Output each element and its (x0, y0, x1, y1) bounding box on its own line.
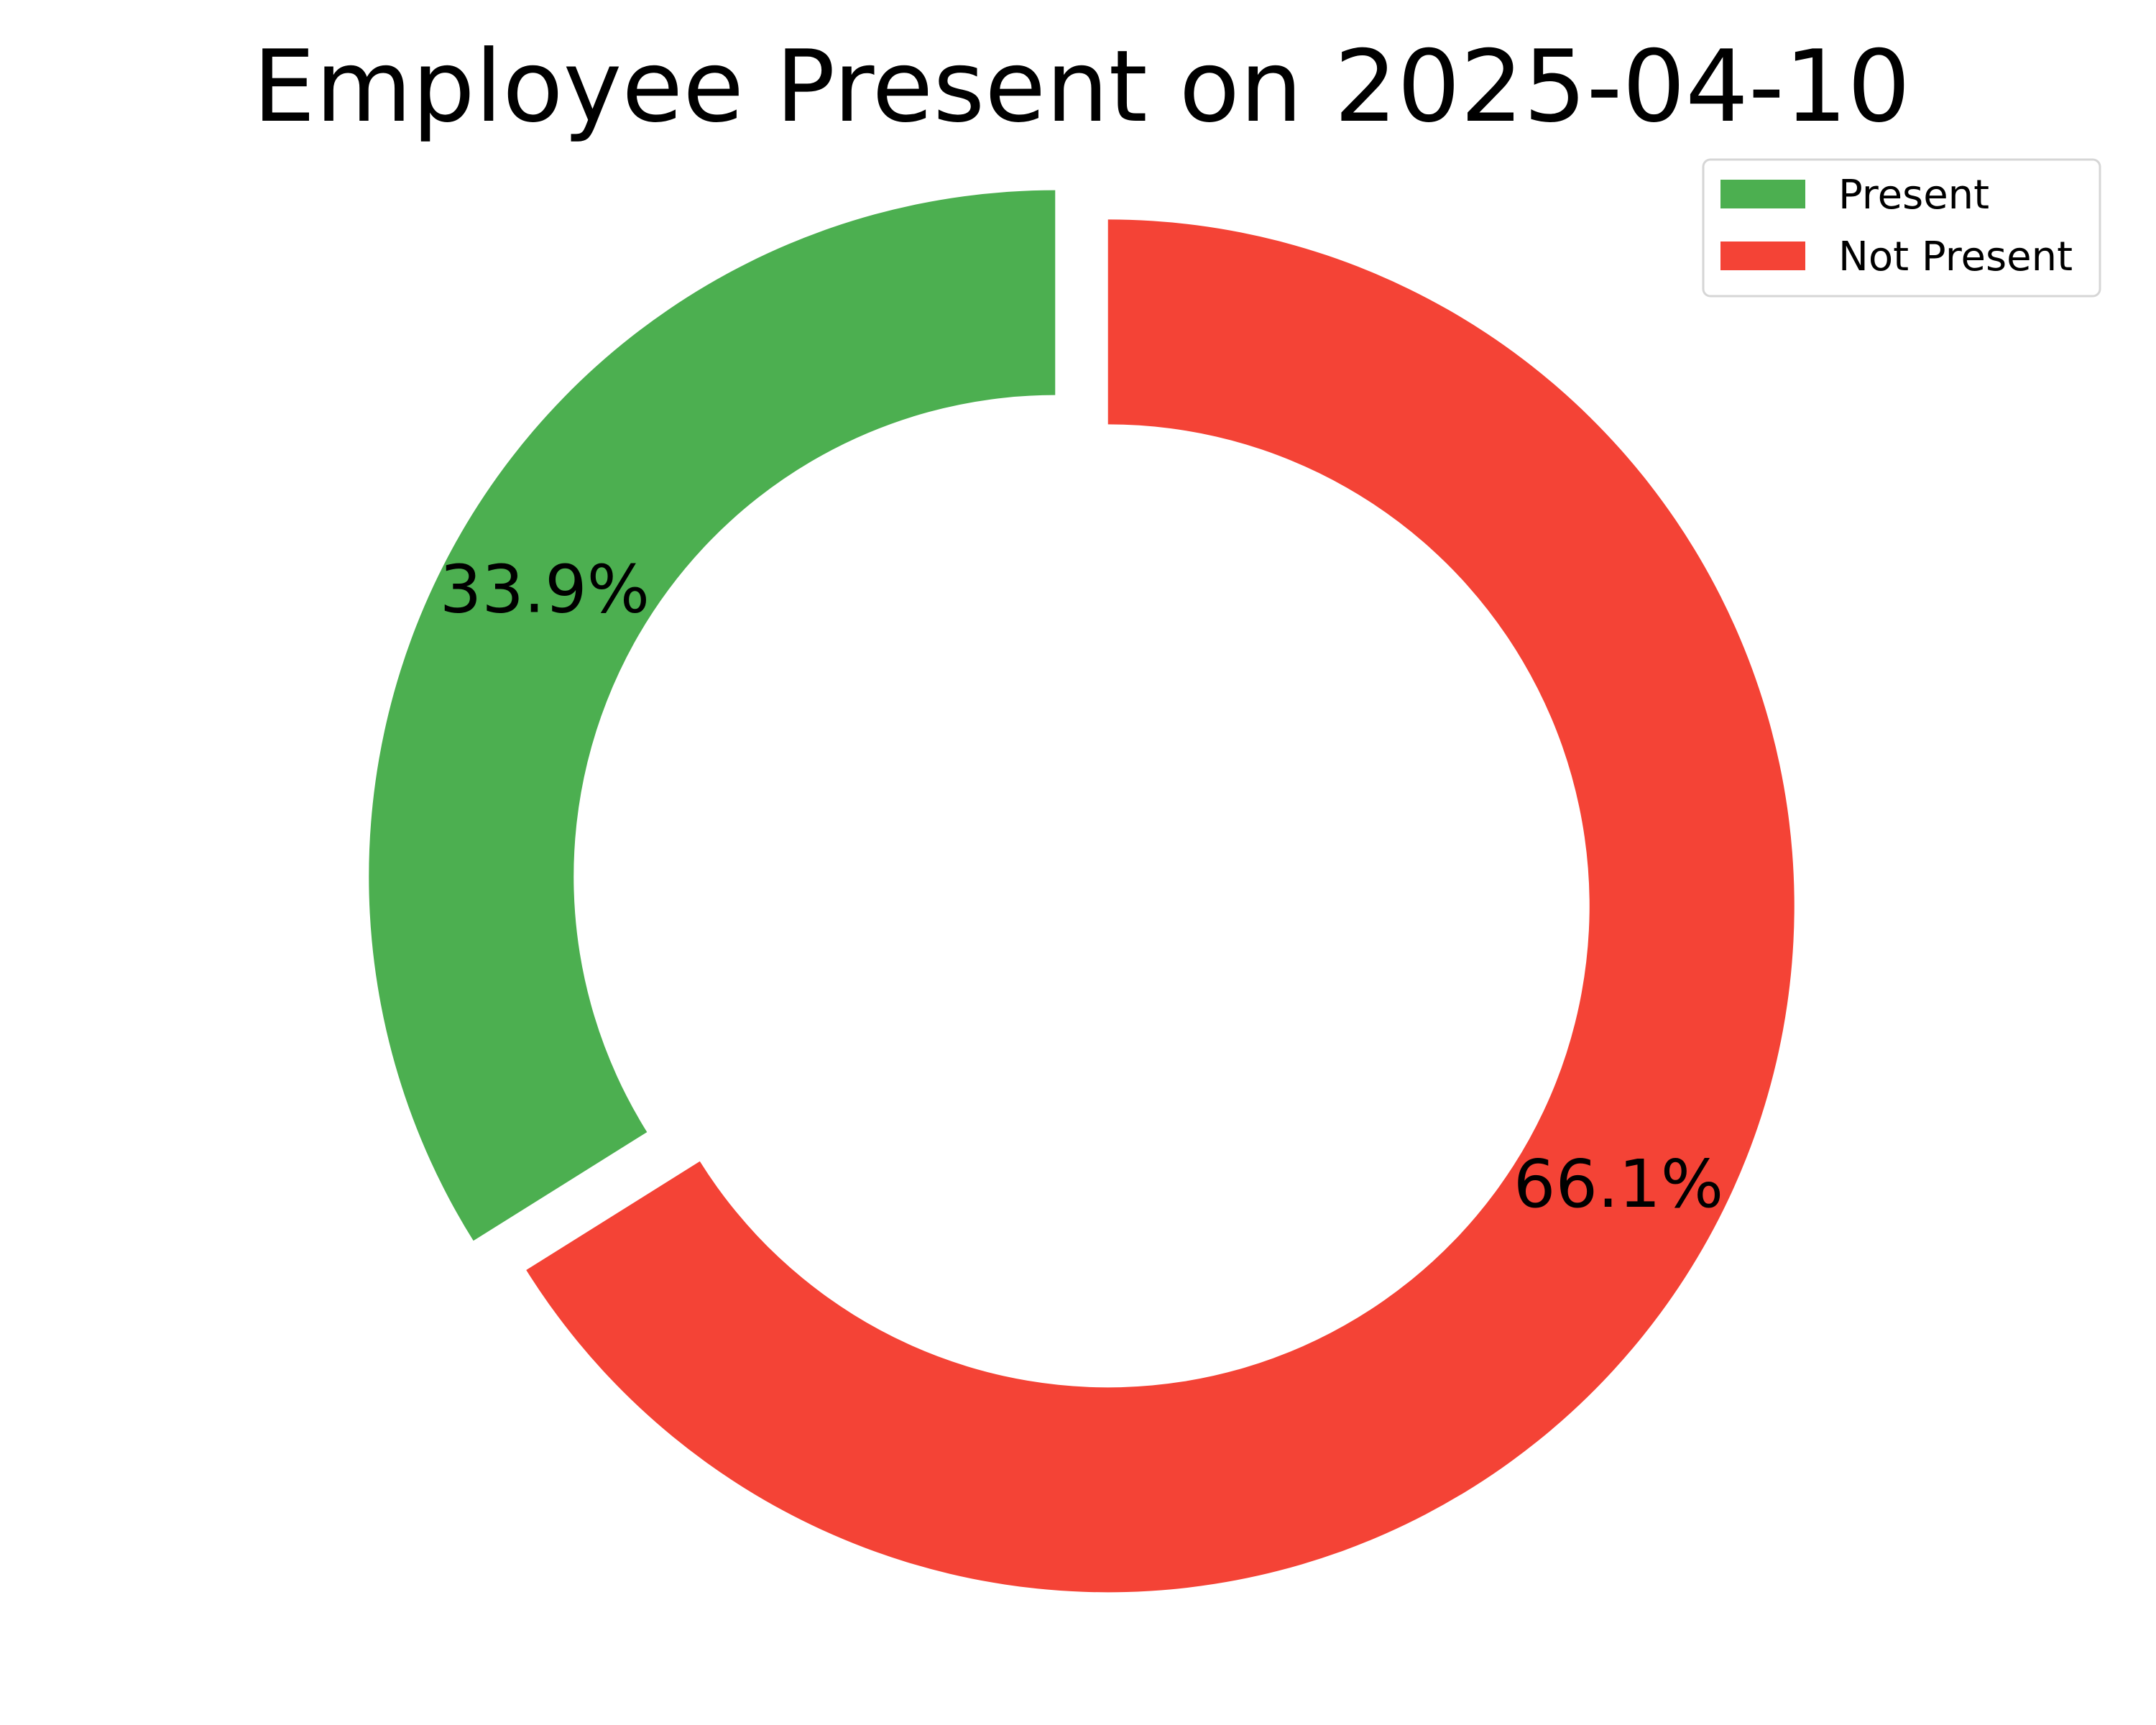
legend-swatch-present (1720, 180, 1805, 208)
percentage-labels: 33.9% 66.1% (440, 551, 1723, 1223)
legend-label-not-present: Not Present (1838, 234, 2073, 280)
chart-title: Employee Present on 2025-04-10 (253, 29, 1911, 144)
pct-label-present: 33.9% (440, 551, 650, 628)
donut-slice-not-present (526, 219, 1795, 1593)
legend-swatch-not-present (1720, 242, 1805, 270)
donut-slice-present (369, 190, 1056, 1241)
legend: Present Not Present (1702, 158, 2101, 298)
pct-label-not-present: 66.1% (1514, 1146, 1723, 1223)
legend-label-present: Present (1838, 172, 1989, 218)
donut-slices (369, 190, 1795, 1593)
